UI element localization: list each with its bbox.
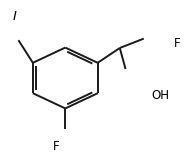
Text: I: I bbox=[12, 10, 16, 23]
Text: F: F bbox=[174, 37, 181, 50]
Text: OH: OH bbox=[152, 89, 170, 102]
Text: F: F bbox=[53, 140, 60, 153]
